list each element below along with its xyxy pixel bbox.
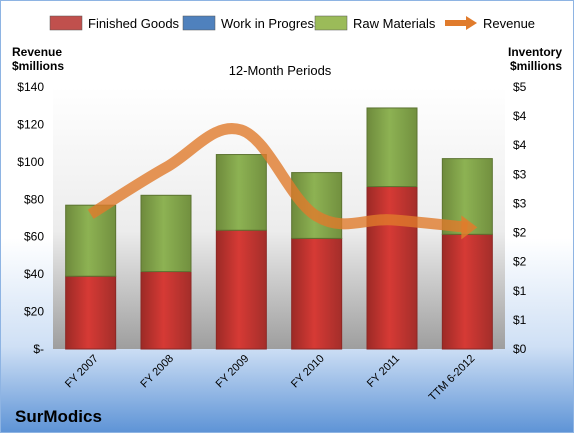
right-tick-label: $2 [513, 255, 527, 269]
left-tick-label: $140 [17, 80, 44, 94]
right-axis-label-line1: Inventory [508, 45, 562, 59]
company-name: SurModics [15, 407, 102, 426]
bar-finished-goods-fy-2007 [65, 275, 117, 350]
left-tick-label: $120 [17, 117, 44, 131]
legend-swatch-finished-goods [49, 15, 83, 31]
revenue-arrow-head [461, 215, 478, 240]
left-axis: $- $20 $40 $60 $80 $100 $120 $140 [17, 80, 44, 356]
right-tick-label: $5 [513, 80, 527, 94]
left-tick-label: $- [33, 342, 44, 356]
bar-raw-materials-fy-2007 [65, 204, 117, 277]
legend-label-work-in-progress: Work in Progress [221, 16, 321, 31]
legend-label-revenue: Revenue [483, 16, 535, 31]
bar-finished-goods-fy-2011 [366, 186, 418, 350]
bar-finished-goods-ttm-6-2012 [441, 233, 493, 350]
plot-area [53, 87, 505, 349]
bar-raw-materials-fy-2011 [366, 107, 418, 188]
legend-label-raw-materials: Raw Materials [353, 16, 436, 31]
left-tick-label: $40 [24, 267, 44, 281]
left-tick-label: $80 [24, 192, 44, 206]
right-tick-label: $2 [513, 226, 527, 240]
right-tick-label: $4 [513, 138, 527, 152]
chart-title: 12-Month Periods [229, 63, 332, 78]
left-axis-label-line1: Revenue [12, 45, 62, 59]
bar-finished-goods-fy-2008 [140, 271, 192, 350]
plot-layer [65, 107, 493, 350]
bar-raw-materials-fy-2009 [215, 154, 267, 231]
right-tick-label: $1 [513, 284, 527, 298]
right-tick-label: $1 [513, 313, 527, 327]
right-axis: $0 $1 $1 $2 $2 $3 $3 $4 $4 $5 [513, 80, 527, 356]
legend-swatch-work-in-progress [182, 15, 216, 31]
legend: Finished Goods Work in Progress Raw Materi… [49, 15, 535, 31]
left-tick-label: $20 [24, 305, 44, 319]
left-tick-label: $100 [17, 155, 44, 169]
right-tick-label: $3 [513, 167, 527, 181]
bar-finished-goods-fy-2010 [291, 237, 343, 350]
right-axis-label-line2: $millions [510, 59, 562, 73]
left-axis-label-line2: $millions [12, 59, 64, 73]
left-tick-label: $60 [24, 230, 44, 244]
revenue-line [87, 123, 468, 233]
bar-raw-materials-fy-2008 [140, 194, 192, 273]
right-tick-label: $4 [513, 109, 527, 123]
legend-arrow-revenue [466, 16, 477, 30]
bar-finished-goods-fy-2009 [215, 229, 267, 350]
right-tick-label: $0 [513, 342, 527, 356]
legend-swatch-raw-materials [314, 15, 348, 31]
legend-label-finished-goods: Finished Goods [88, 16, 180, 31]
right-tick-label: $3 [513, 196, 527, 210]
